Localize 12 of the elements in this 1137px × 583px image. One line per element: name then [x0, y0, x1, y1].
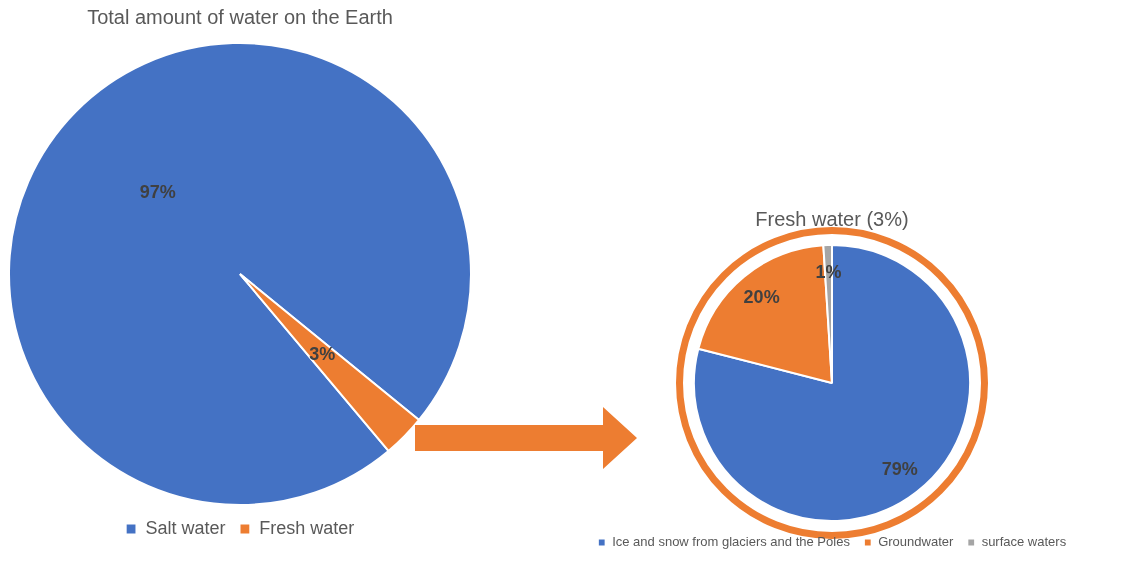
legend-label: Fresh water [259, 517, 355, 538]
data-label: 97% [139, 181, 176, 202]
legend-label: Groundwater [878, 534, 954, 550]
data-label: 79% [881, 459, 918, 480]
data-label: 1% [815, 261, 842, 282]
legend-label: Ice and snow from glaciers and the Poles [612, 534, 851, 550]
legend-label: Salt water [145, 517, 226, 538]
chart-title: Fresh water (3%) [755, 207, 909, 230]
data-label: 20% [743, 286, 780, 307]
chart-title: Total amount of water on the Earth [87, 5, 393, 28]
data-label: 3% [309, 344, 336, 365]
legend-label: surface waters [981, 534, 1067, 550]
